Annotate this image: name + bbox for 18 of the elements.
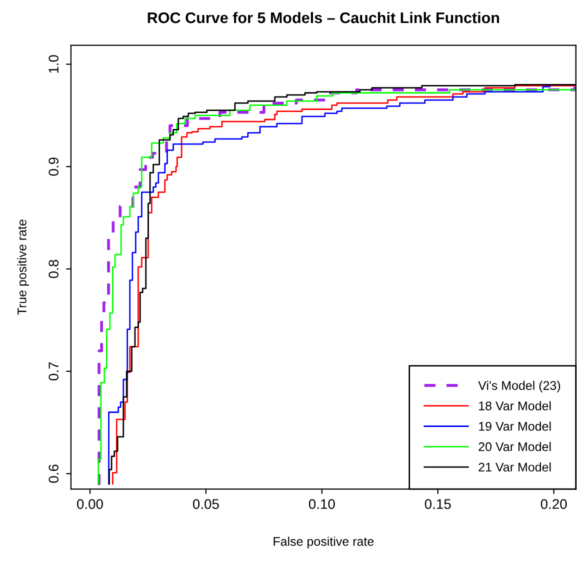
y-tick-label: 1.0 xyxy=(48,55,59,73)
legend-label: 19 Var Model xyxy=(479,422,551,431)
y-tick-label: 0.8 xyxy=(48,260,59,278)
x-tick-label: 0.15 xyxy=(424,499,451,509)
x-axis-title: False positive rate xyxy=(274,536,374,548)
y-tick-label: 0.7 xyxy=(48,362,59,380)
legend-label: 20 Var Model xyxy=(478,442,551,452)
x-tick-label: 0.10 xyxy=(308,499,335,509)
x-tick-label: 0.05 xyxy=(192,499,219,509)
x-tick-label: 0.00 xyxy=(77,499,103,509)
legend-label: 18 Var Model xyxy=(479,401,551,410)
x-tick-label: 0.20 xyxy=(540,499,567,509)
y-axis-title: True positive rate xyxy=(17,220,29,315)
legend-label: 21 Var Model xyxy=(478,462,551,472)
legend-label: Vi's Model (23) xyxy=(478,380,560,392)
chart-title: ROC Curve for 5 Models – Cauchit Link Function xyxy=(148,12,500,24)
y-tick-label: 0.6 xyxy=(48,464,59,483)
y-tick-label: 0.9 xyxy=(48,158,59,176)
